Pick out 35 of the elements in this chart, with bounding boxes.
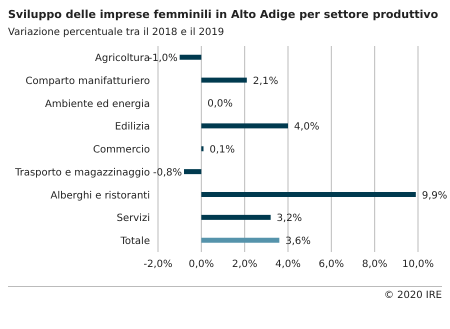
data-label: 3,2% xyxy=(276,213,302,224)
x-tick-label: 10,0% xyxy=(402,259,434,270)
data-label: 9,9% xyxy=(422,190,448,202)
y-tick-label: Commercio xyxy=(92,144,150,156)
bar xyxy=(201,214,271,220)
bar xyxy=(201,123,288,128)
x-tick-label: 8,0% xyxy=(362,259,388,270)
x-tick-label: 2,0% xyxy=(232,259,258,270)
data-label: 3,6% xyxy=(285,236,311,248)
y-tick-label: Agricoltura xyxy=(95,52,150,64)
y-tick-label: Edilizia xyxy=(114,122,150,133)
data-label: 0,0% xyxy=(207,98,233,110)
chart-subtitle: Variazione percentuale tra il 2018 e il 2019 xyxy=(8,27,226,38)
y-tick-label: Ambiente ed energia xyxy=(45,98,150,110)
data-label: -1,0% xyxy=(148,52,178,64)
y-tick-label: Totale xyxy=(119,236,150,248)
data-label: -0,8% xyxy=(152,167,182,178)
bar xyxy=(201,238,280,243)
y-tick-label: Servizi xyxy=(116,213,150,224)
data-label: 2,1% xyxy=(252,76,278,87)
x-tick-label: -2,0% xyxy=(143,259,173,270)
bar xyxy=(201,78,247,83)
data-label: 4,0% xyxy=(294,122,320,133)
bar xyxy=(180,54,202,60)
text: © 2020 IRE xyxy=(384,290,442,301)
x-tick-label: 4,0% xyxy=(275,259,301,270)
x-tick-label: 0,0% xyxy=(188,259,214,270)
y-tick-label: Trasporto e magazzinaggio xyxy=(14,167,150,178)
x-tick-label: 6,0% xyxy=(318,259,344,270)
chart-title: Sviluppo delle imprese femminili in Alto Adige per settore produttivo xyxy=(8,8,440,21)
bar xyxy=(184,169,202,174)
bar xyxy=(201,192,416,198)
y-tick-label: Alberghi e ristoranti xyxy=(50,190,150,202)
data-label: 0,1% xyxy=(210,144,235,156)
y-tick-label: Comparto manifatturiero xyxy=(25,76,150,87)
